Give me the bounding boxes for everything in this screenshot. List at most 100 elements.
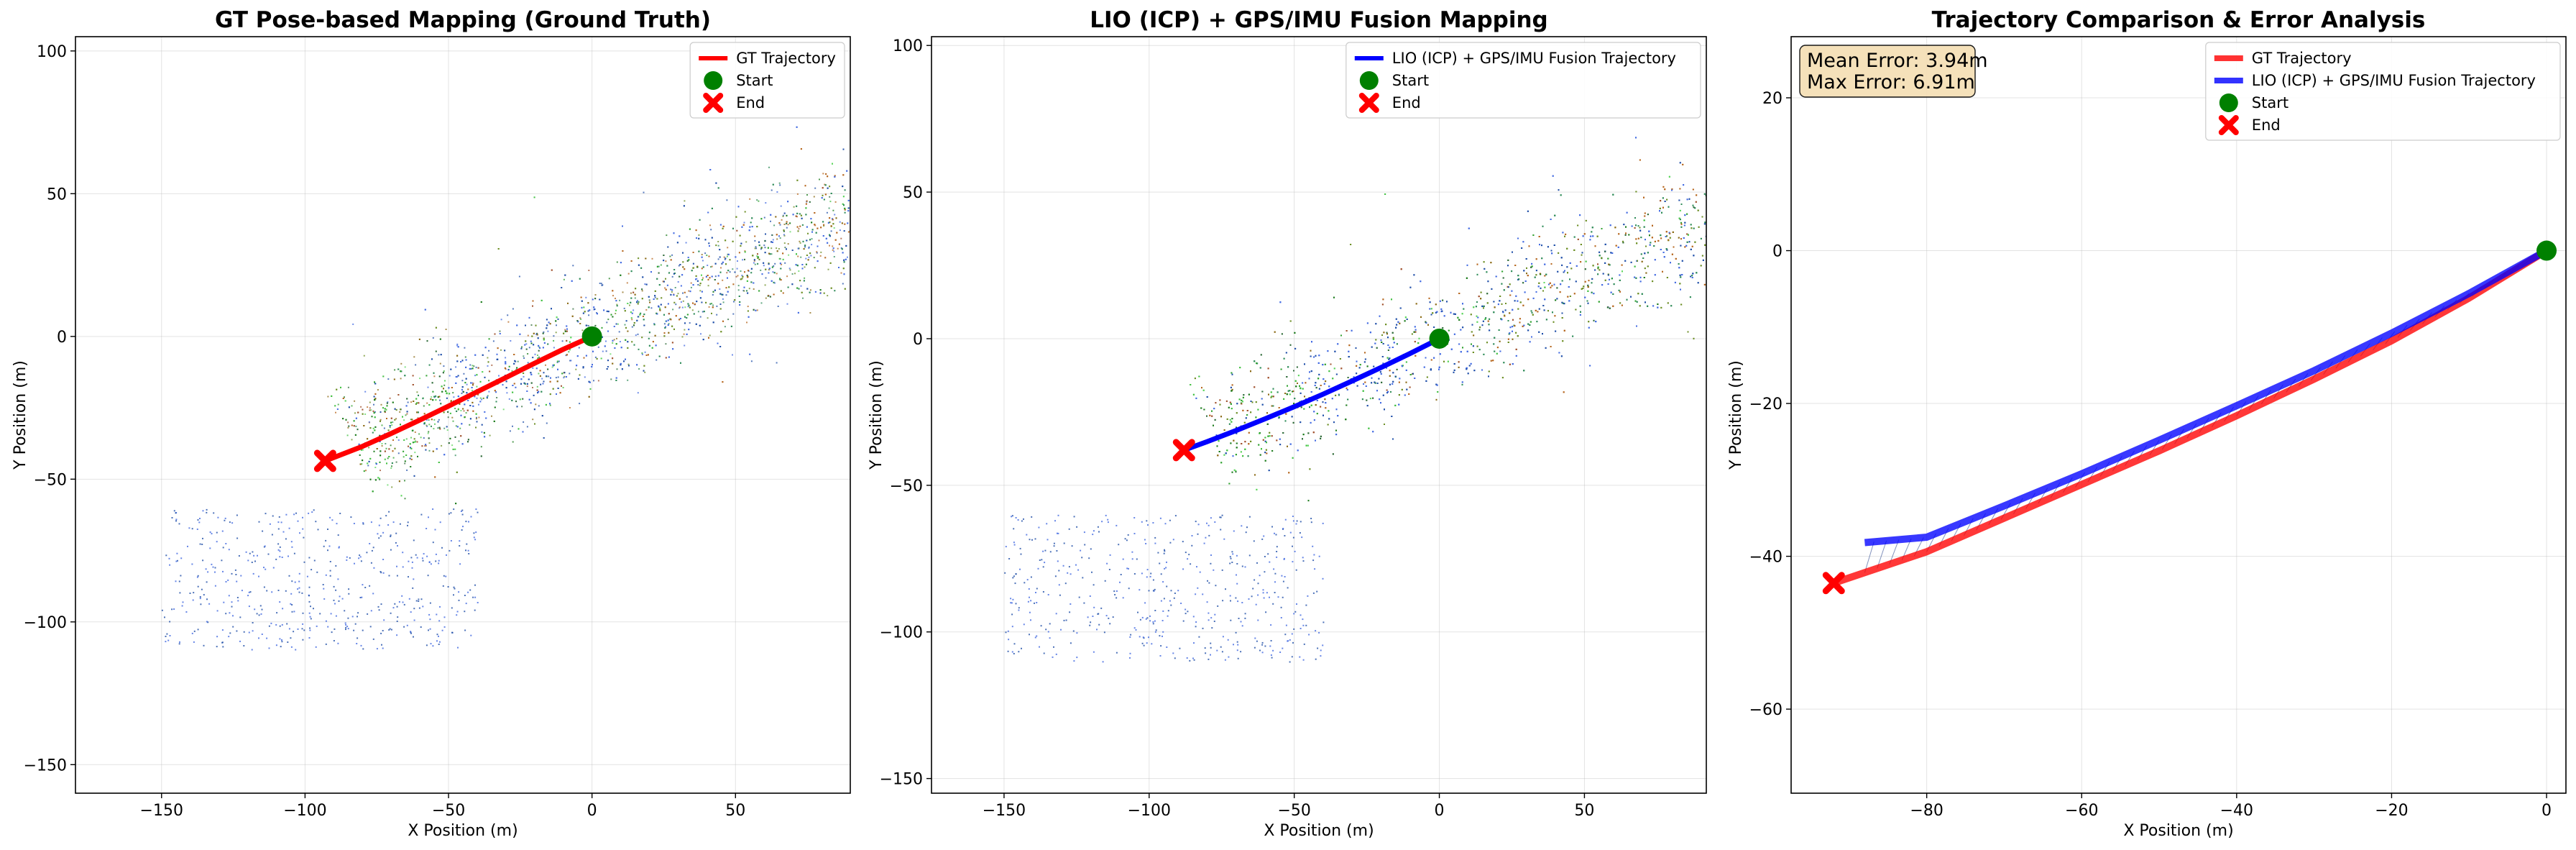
cloud-point: [857, 257, 858, 258]
cloud-point: [538, 373, 540, 375]
cloud-point: [814, 187, 816, 189]
cloud-point: [860, 186, 861, 188]
cloud-point: [425, 449, 427, 451]
cloud-point: [447, 411, 449, 413]
cloud-point: [786, 275, 788, 278]
cloud-point: [277, 590, 280, 591]
cloud-point: [688, 304, 690, 306]
cloud-point: [869, 224, 870, 226]
cloud-point: [258, 614, 260, 616]
cloud-point: [248, 605, 250, 608]
cloud-point: [933, 201, 934, 202]
cloud-point: [569, 360, 571, 362]
cloud-point: [967, 206, 968, 208]
cloud-point: [369, 427, 372, 429]
cloud-point: [948, 207, 949, 209]
cloud-point: [970, 223, 972, 224]
cloud-point: [643, 319, 645, 321]
cloud-point: [547, 330, 549, 332]
cloud-point: [665, 357, 667, 359]
cloud-point: [456, 471, 458, 473]
cloud-point: [309, 627, 311, 629]
cloud-point: [750, 221, 752, 224]
cloud-point: [165, 554, 167, 557]
cloud-point: [832, 209, 834, 211]
cloud-point: [589, 309, 591, 311]
cloud-point: [881, 206, 883, 207]
cloud-point: [957, 221, 958, 223]
cloud-point: [461, 393, 463, 394]
cloud-point: [919, 164, 921, 165]
cloud-point: [873, 150, 874, 152]
cloud-point: [543, 339, 545, 341]
cloud-point: [911, 213, 912, 214]
cloud-point: [902, 167, 903, 168]
cloud-point: [756, 226, 758, 228]
cloud-point: [561, 385, 562, 387]
cloud-point: [801, 217, 803, 219]
cloud-point: [413, 475, 415, 477]
cloud-point: [199, 596, 201, 598]
cloud-point: [928, 193, 929, 194]
cloud-point: [671, 325, 673, 327]
cloud-point: [906, 163, 908, 165]
cloud-point: [418, 607, 420, 609]
cloud-point: [983, 237, 985, 238]
cloud-point: [467, 441, 469, 443]
cloud-point: [441, 390, 443, 393]
cloud-point: [720, 293, 722, 296]
cloud-point: [566, 339, 568, 342]
cloud-point: [927, 175, 929, 176]
cloud-point: [927, 175, 929, 176]
cloud-point: [474, 584, 476, 586]
cloud-point: [334, 628, 336, 630]
cloud-point: [285, 513, 288, 516]
cloud-point: [398, 601, 400, 603]
cloud-point: [344, 622, 346, 624]
cloud-point: [804, 246, 806, 248]
cloud-point: [438, 620, 441, 622]
cloud-point: [648, 332, 650, 334]
cloud-point: [615, 380, 617, 381]
cloud-point: [869, 228, 870, 229]
cloud-point: [959, 213, 960, 214]
cloud-point: [702, 279, 704, 281]
cloud-point: [206, 508, 208, 511]
cloud-point: [901, 179, 903, 180]
cloud-point: [448, 513, 450, 515]
cloud-point: [714, 275, 717, 278]
cloud-point: [546, 319, 548, 321]
cloud-point: [315, 646, 317, 648]
cloud-point: [619, 341, 621, 343]
cloud-point: [445, 575, 447, 577]
cloud-point: [1720, 212, 1721, 214]
cloud-point: [470, 634, 472, 636]
cloud-point: [644, 351, 646, 353]
cloud-point: [916, 224, 917, 225]
cloud-point: [429, 618, 431, 621]
cloud-point: [406, 469, 408, 471]
cloud-point: [371, 549, 373, 552]
cloud-point: [744, 211, 746, 213]
cloud-point: [663, 255, 665, 256]
cloud-point: [659, 309, 661, 311]
cloud-point: [859, 226, 860, 227]
cloud-point: [221, 641, 224, 644]
cloud-point: [356, 616, 358, 618]
cloud-point: [902, 209, 903, 211]
cloud-point: [842, 252, 844, 254]
cloud-point: [719, 288, 721, 290]
cloud-point: [929, 155, 931, 156]
cloud-point: [686, 317, 688, 319]
cloud-point: [382, 559, 385, 560]
cloud-point: [577, 378, 579, 380]
cloud-point: [966, 198, 967, 200]
cloud-point: [876, 197, 878, 198]
cloud-point: [937, 193, 938, 194]
cloud-point: [887, 177, 888, 178]
cloud-point: [541, 415, 543, 417]
cloud-point: [784, 247, 786, 249]
cloud-point: [479, 380, 482, 383]
cloud-point: [787, 243, 789, 245]
cloud-point: [873, 213, 875, 214]
